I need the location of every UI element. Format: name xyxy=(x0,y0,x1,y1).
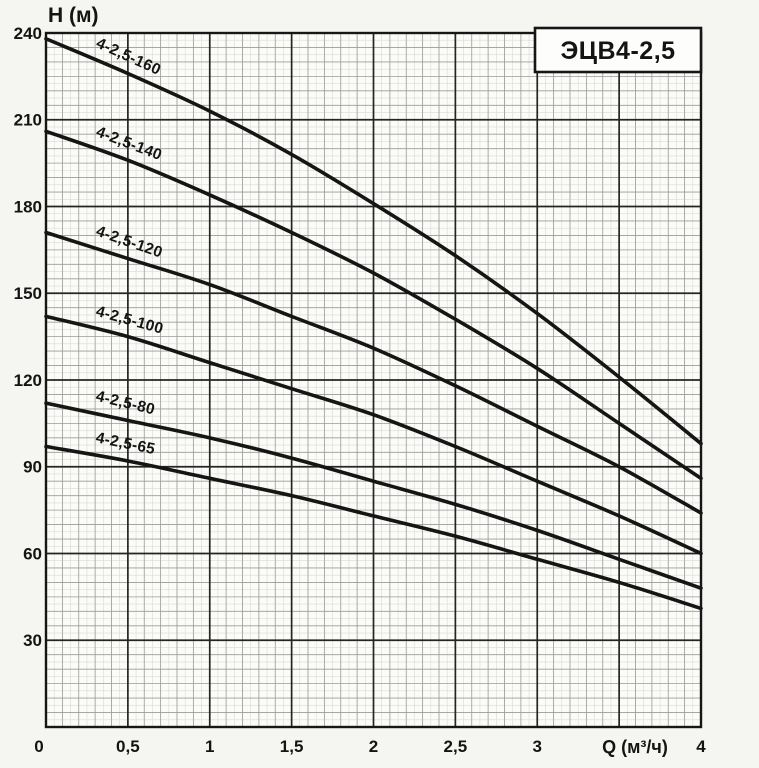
y-tick-label-60: 60 xyxy=(23,544,42,563)
x-axis-tick-labels: 0 0,5 1 1,5 2 2,5 3 4 xyxy=(34,737,706,756)
plot-border xyxy=(44,31,703,729)
y-tick-label-240: 240 xyxy=(14,24,42,43)
y-tick-label-90: 90 xyxy=(23,458,42,477)
pump-curve-100 xyxy=(44,314,703,556)
x-axis-title: Q (м³/ч) xyxy=(602,737,668,757)
x-tick-label-0: 0 xyxy=(34,737,43,756)
pump-curves xyxy=(44,36,703,611)
model-title-box-frame xyxy=(533,26,703,74)
pump-curve-120 xyxy=(44,230,703,515)
x-tick-label-0-5: 0,5 xyxy=(116,737,140,756)
x-tick-label-2-5: 2,5 xyxy=(444,737,468,756)
pump-curve-80 xyxy=(44,401,703,590)
x-tick-label-2: 2 xyxy=(369,737,378,756)
y-tick-label-120: 120 xyxy=(14,371,42,390)
pump-curve-65 xyxy=(44,444,703,611)
pump-curve-160 xyxy=(44,36,703,446)
x-tick-label-3: 3 xyxy=(533,737,542,756)
model-title-box: ЭЦВ4-2,5 xyxy=(533,26,703,74)
x-tick-label-4: 4 xyxy=(696,737,706,756)
y-tick-label-180: 180 xyxy=(14,197,42,216)
y-axis-title: H (м) xyxy=(48,4,99,27)
y-tick-label-210: 210 xyxy=(14,111,42,130)
model-title-text: ЭЦВ4-2,5 xyxy=(560,37,675,65)
x-tick-label-1-5: 1,5 xyxy=(280,737,304,756)
x-tick-label-1: 1 xyxy=(205,737,214,756)
y-axis-tick-labels: 240 210 180 150 120 90 60 30 xyxy=(14,24,42,650)
y-tick-label-150: 150 xyxy=(14,284,42,303)
pump-curve-140 xyxy=(44,129,703,481)
y-tick-label-30: 30 xyxy=(23,631,42,650)
